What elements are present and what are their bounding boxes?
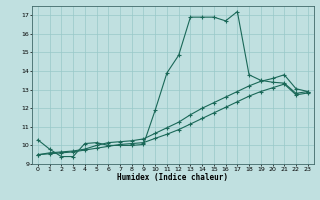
X-axis label: Humidex (Indice chaleur): Humidex (Indice chaleur) (117, 173, 228, 182)
